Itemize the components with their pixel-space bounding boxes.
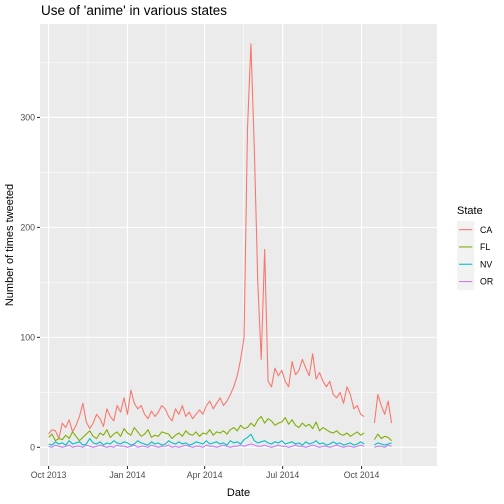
y-tick-label: 300 [20,112,35,122]
grid-major [40,24,437,466]
legend-label-nv: NV [480,259,492,269]
chart-title: Use of 'anime' in various states [41,3,227,18]
series-line-nv [48,433,392,446]
series-lines [48,43,393,448]
y-axis-label: Number of times tweeted [4,184,16,306]
series-line-or [48,443,392,448]
y-tick-label: 200 [20,222,35,232]
y-tick-label: 100 [20,332,35,342]
series-line-fl [48,415,392,442]
x-tick-label: Apr 2014 [187,470,223,480]
legend-label-fl: FL [480,242,490,252]
legend-label-ca: CA [480,225,492,235]
x-axis: Oct 2013 Jan 2014 Apr 2014 Jul 2014 Oct 2014 [31,466,380,480]
legend-title: State [457,205,483,217]
x-tick-label: Oct 2013 [31,470,67,480]
legend-label-or: OR [480,277,493,287]
legend: State CA FL NV OR [457,205,493,291]
x-tick-label: Jan 2014 [109,470,145,480]
x-tick-label: Jul 2014 [266,470,299,480]
x-axis-label: Date [227,487,250,499]
series-line-ca [48,43,393,440]
y-tick-label: 0 [30,442,35,452]
x-tick-label: Oct 2014 [344,470,380,480]
y-axis: 0 100 200 300 [20,112,40,452]
grid-minor [40,24,437,466]
